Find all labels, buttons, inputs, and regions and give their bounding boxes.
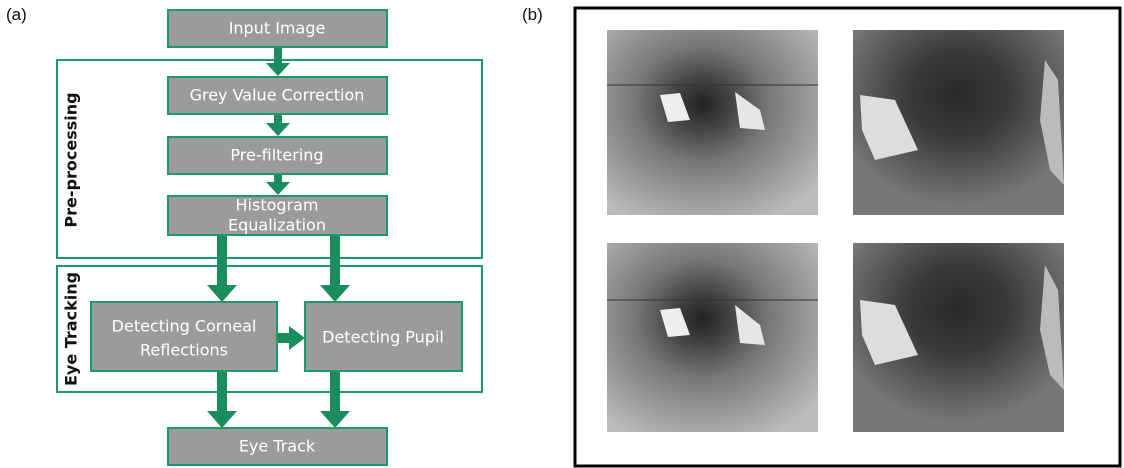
eye-image: [853, 30, 1064, 215]
figure: (a) (b) Pre-processing Eye Tracking Inpu…: [0, 0, 1124, 468]
group-label: Pre-processing: [62, 92, 81, 227]
panel-label: (b): [522, 5, 543, 24]
eye-image: [853, 243, 1064, 432]
node-box: [91, 302, 277, 371]
node-label: Detecting Pupil: [322, 328, 444, 347]
panel-label: (a): [6, 5, 27, 24]
group-label: Eye Tracking: [62, 272, 81, 386]
node-label: Input Image: [229, 19, 326, 38]
node-label: Equalization: [228, 216, 326, 235]
node-label: Pre-filtering: [230, 146, 323, 165]
eye-image: [607, 243, 818, 432]
eye-image: [607, 30, 818, 215]
node-label: Histogram: [236, 196, 319, 215]
node-label: Reflections: [140, 341, 228, 360]
node-label: Eye Track: [239, 437, 316, 456]
node-label: Grey Value Correction: [190, 86, 365, 105]
node-label: Detecting Corneal: [112, 317, 257, 336]
